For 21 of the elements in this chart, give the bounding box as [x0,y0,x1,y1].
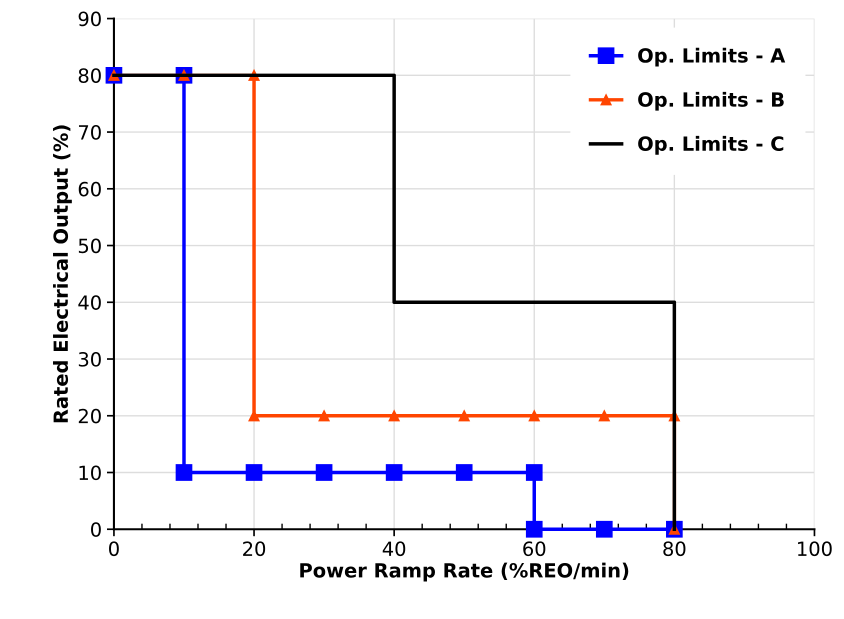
legend-label: Op. Limits - A [638,48,786,67]
y-tick-label: 50 [78,238,101,254]
x-tick-label: 20 [243,541,266,556]
y-tick-label: 90 [78,12,101,26]
x-tick-label: 100 [798,541,832,556]
y-tick-label: 80 [78,68,101,83]
y-tick-label: 60 [78,182,101,196]
legend-label: Op. Limits - B [638,92,784,111]
y-tick-label: 0 [91,522,101,537]
y-tick-label: 40 [78,295,101,310]
legend-label: Op. Limits - C [638,136,784,155]
y-tick-label: 10 [80,465,101,480]
x-tick-label: 60 [523,541,546,556]
y-tick-label: 30 [78,352,101,367]
y-tick-label: 70 [78,125,101,140]
x-tick-label: 40 [382,541,406,556]
x-tick-label: 0 [109,541,119,556]
y-axis-title: Rated Electrical Output (%) [53,125,72,422]
y-tick-label: 20 [78,408,101,424]
x-tick-label: 80 [663,541,686,556]
x-axis-title: Power Ramp Rate (%REO/min) [300,562,628,582]
